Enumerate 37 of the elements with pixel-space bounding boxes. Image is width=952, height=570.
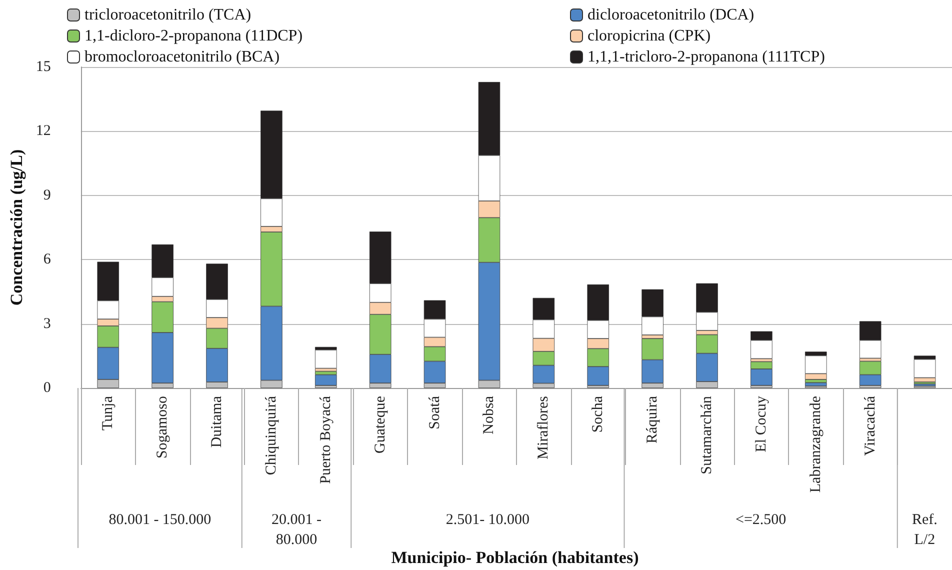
text: 80.001 - 150.000	[108, 512, 212, 528]
y-tick-label: 6	[43, 252, 52, 268]
text: Ref. L/2	[912, 512, 938, 548]
text: <=2.500	[735, 512, 786, 528]
y-tick-label: 15	[36, 59, 51, 75]
legend-label: cloropicrina (CPK)	[588, 28, 711, 44]
x-tick-label: Labranzagrande	[808, 396, 824, 493]
x-tick-label: Chiquinquirá	[263, 396, 280, 476]
text: 2.501- 10.000	[446, 512, 530, 528]
x-tick-label: Duitama	[209, 396, 226, 448]
x-tick-label: Miraflores	[536, 396, 552, 460]
x-tick-label: Ráquira	[644, 396, 661, 444]
y-tick-label: 3	[43, 316, 51, 332]
legend-label: bromocloroacetonitrilo (BCA)	[84, 48, 280, 66]
y-tick-label: 9	[43, 187, 51, 204]
x-axis-title: Municipio- Población (habitantes)	[391, 548, 639, 567]
legend-label: tricloroacetonitrilo (TCA)	[84, 6, 252, 24]
x-tick-label: Guateque	[372, 396, 388, 454]
x-tick-label: Nobsa	[481, 396, 498, 434]
bar	[315, 374, 337, 386]
x-tick-label: Puerto Boyacá	[318, 396, 334, 484]
bar	[315, 350, 337, 368]
x-tick-label: Soatá	[426, 396, 443, 430]
y-tick-label: 12	[36, 123, 51, 140]
x-tick-label: Tunja	[100, 396, 116, 430]
y-tick-label: 0	[43, 380, 51, 396]
legend-label: dicloroacetonitrilo (DCA)	[588, 6, 754, 24]
x-tick-label: Sutamarchán	[699, 396, 716, 474]
x-tick-label: Socha	[590, 396, 606, 433]
x-tick-label: El Cocuy	[753, 396, 770, 452]
y-axis-title: Concentración (ug/L)	[7, 149, 26, 306]
text: 20.001 - 80.000	[272, 512, 322, 548]
x-tick-label: Sogamoso	[154, 396, 171, 459]
legend-label: 1,1-dicloro-2-propanona (11DCP)	[84, 28, 303, 44]
x-tick-label: Viracachá	[862, 396, 878, 456]
legend-label: 1,1,1-tricloro-2-propanona (111TCP)	[588, 48, 825, 66]
bar	[914, 359, 936, 378]
